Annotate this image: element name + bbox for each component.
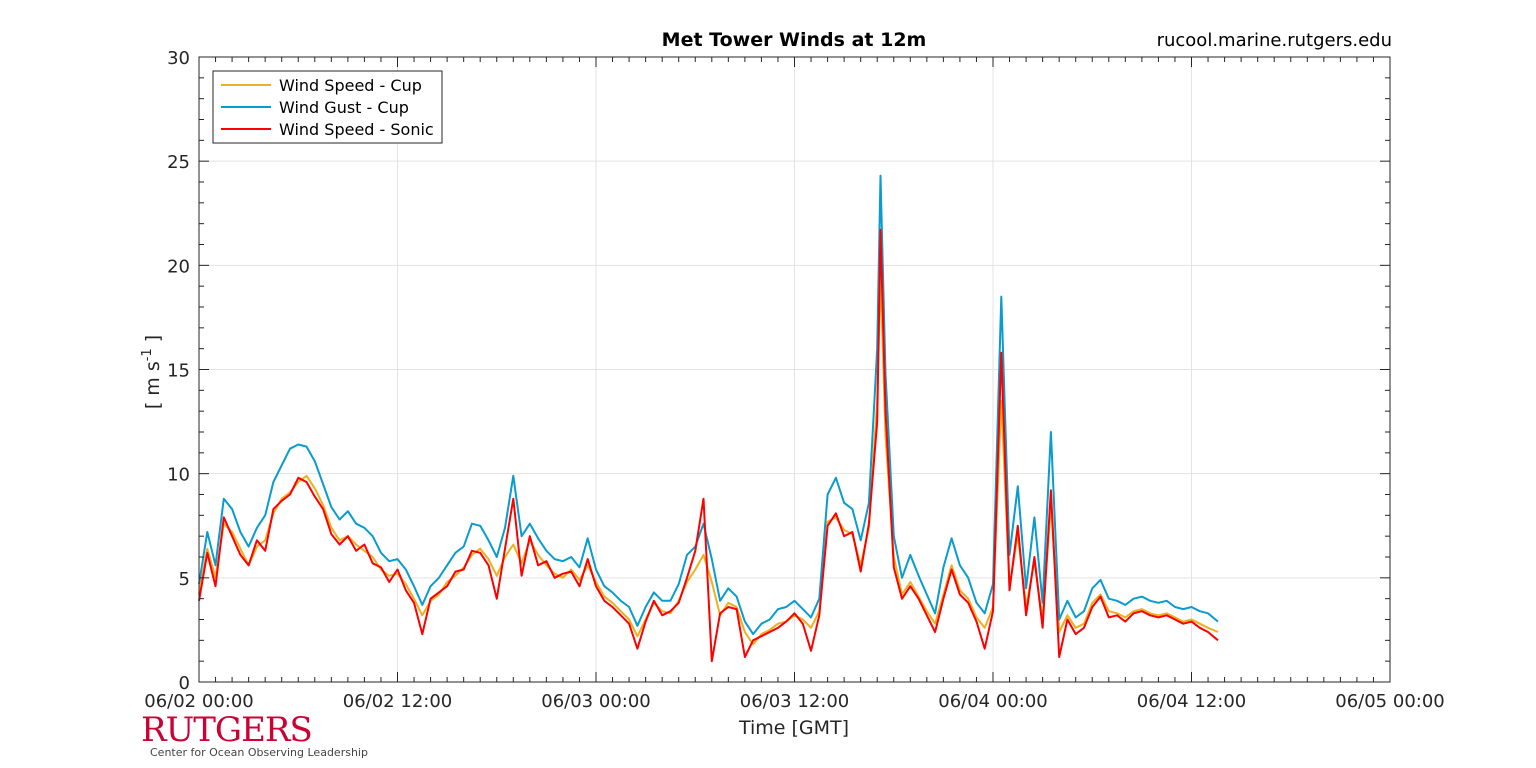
source-url: rucool.marine.rutgers.edu [1157,30,1392,51]
series-line-wind-gust-cup [198,174,1219,636]
y-axis-label: [ m s-1 ] [140,335,164,409]
y-tick-label: 30 [167,48,190,69]
grid [199,57,1390,682]
x-tick-label: 06/03 12:00 [740,691,849,712]
series-layer [198,174,1219,663]
y-tick-label: 0 [179,673,190,694]
y-tick-label: 5 [179,569,190,590]
y-tick-label: 10 [167,465,190,486]
legend-label-wind-gust-cup: Wind Gust - Cup [279,98,409,117]
legend-label-wind-speed-cup: Wind Speed - Cup [279,76,422,95]
logo-tagline: Center for Ocean Observing Leadership [150,746,368,759]
legend: Wind Speed - Cup Wind Gust - Cup Wind Spee… [212,70,443,144]
x-axis-label: Time [GMT] [738,717,849,739]
x-tick-labels: 06/02 00:00 06/02 12:00 06/03 00:00 06/03 1… [144,691,1444,712]
legend-label-wind-speed-sonic: Wind Speed - Sonic [279,120,434,139]
x-tick-label: 06/03 00:00 [541,691,650,712]
x-tick-label: 06/02 12:00 [343,691,452,712]
ticks [198,56,1391,683]
chart-title: Met Tower Winds at 12m [662,29,927,51]
series-line-wind-speed-sonic [198,228,1219,663]
y-tick-labels: 0 5 10 15 20 25 30 [167,48,190,694]
rutgers-logo: RUTGERS Center for Ocean Observing Leade… [141,712,368,759]
x-tick-label: 06/05 00:00 [1335,691,1444,712]
logo-wordmark: RUTGERS [141,710,313,750]
x-tick-label: 06/04 00:00 [938,691,1047,712]
y-tick-label: 20 [167,256,190,277]
y-tick-label: 15 [167,361,190,382]
x-tick-label: 06/02 00:00 [144,691,253,712]
y-tick-label: 25 [167,152,190,173]
x-tick-label: 06/04 12:00 [1137,691,1246,712]
